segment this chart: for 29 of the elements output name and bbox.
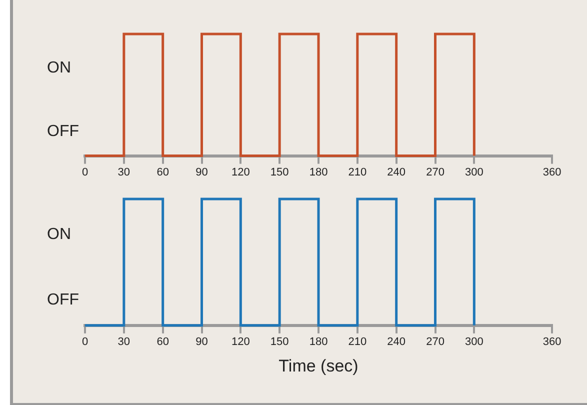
x-tick-label: 240	[387, 166, 406, 178]
x-tick-label: 150	[270, 336, 289, 348]
x-tick-label: 210	[348, 166, 367, 178]
x-tick-label: 120	[231, 336, 250, 348]
x-tick-label: 240	[387, 336, 406, 348]
x-tick-label: 300	[464, 166, 484, 178]
x-tick-label: 270	[426, 336, 444, 348]
x-tick-label: 150	[270, 166, 289, 178]
x-tick-label: 180	[309, 336, 328, 348]
x-tick-label: 60	[156, 166, 169, 178]
x-tick-label: 210	[348, 336, 367, 348]
x-tick-label: 90	[196, 336, 208, 348]
text: ON	[47, 226, 71, 243]
x-tick-label: 30	[118, 336, 130, 348]
x-tick-label: 120	[231, 166, 250, 178]
x-tick-label: 300	[464, 336, 484, 348]
text: OFF	[47, 122, 80, 140]
x-tick-label: 270	[426, 166, 444, 178]
x-tick-label: 0	[82, 166, 88, 178]
x-tick-label: 30	[118, 166, 130, 178]
x-axis-title: Time (sec)	[278, 356, 358, 376]
text: ON	[47, 60, 71, 77]
x-tick-label: 90	[196, 166, 208, 178]
x-tick-label: 360	[542, 166, 562, 178]
text: OFF	[47, 292, 80, 309]
x-tick-label: 60	[156, 336, 169, 348]
x-tick-label: 360	[542, 336, 562, 348]
x-tick-label: 180	[309, 166, 328, 178]
x-tick-label: 0	[82, 336, 88, 348]
